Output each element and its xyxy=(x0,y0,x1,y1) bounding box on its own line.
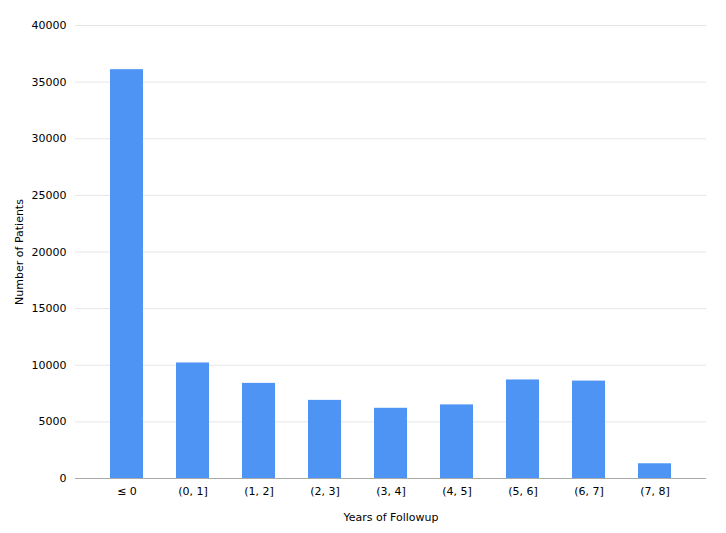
svg-text:10000: 10000 xyxy=(32,359,67,372)
svg-text:25000: 25000 xyxy=(32,189,67,202)
svg-text:(6, 7]: (6, 7] xyxy=(574,485,604,498)
svg-text:Number of Patients: Number of Patients xyxy=(13,199,26,305)
svg-text:(3, 4]: (3, 4] xyxy=(376,485,406,498)
svg-text:0: 0 xyxy=(60,472,67,485)
svg-text:(4, 5]: (4, 5] xyxy=(442,485,472,498)
svg-text:≤ 0: ≤ 0 xyxy=(117,485,137,498)
svg-text:20000: 20000 xyxy=(32,246,67,259)
svg-text:(1, 2]: (1, 2] xyxy=(244,485,274,498)
svg-text:40000: 40000 xyxy=(32,19,67,32)
svg-text:(5, 6]: (5, 6] xyxy=(508,485,538,498)
svg-text:Years of Followup: Years of Followup xyxy=(342,511,438,524)
svg-text:(2, 3]: (2, 3] xyxy=(310,485,340,498)
svg-text:(0, 1]: (0, 1] xyxy=(178,485,208,498)
svg-text:35000: 35000 xyxy=(32,76,67,89)
svg-text:15000: 15000 xyxy=(32,302,67,315)
svg-text:5000: 5000 xyxy=(39,415,67,428)
svg-text:30000: 30000 xyxy=(32,132,67,145)
svg-text:(7, 8]: (7, 8] xyxy=(640,485,670,498)
